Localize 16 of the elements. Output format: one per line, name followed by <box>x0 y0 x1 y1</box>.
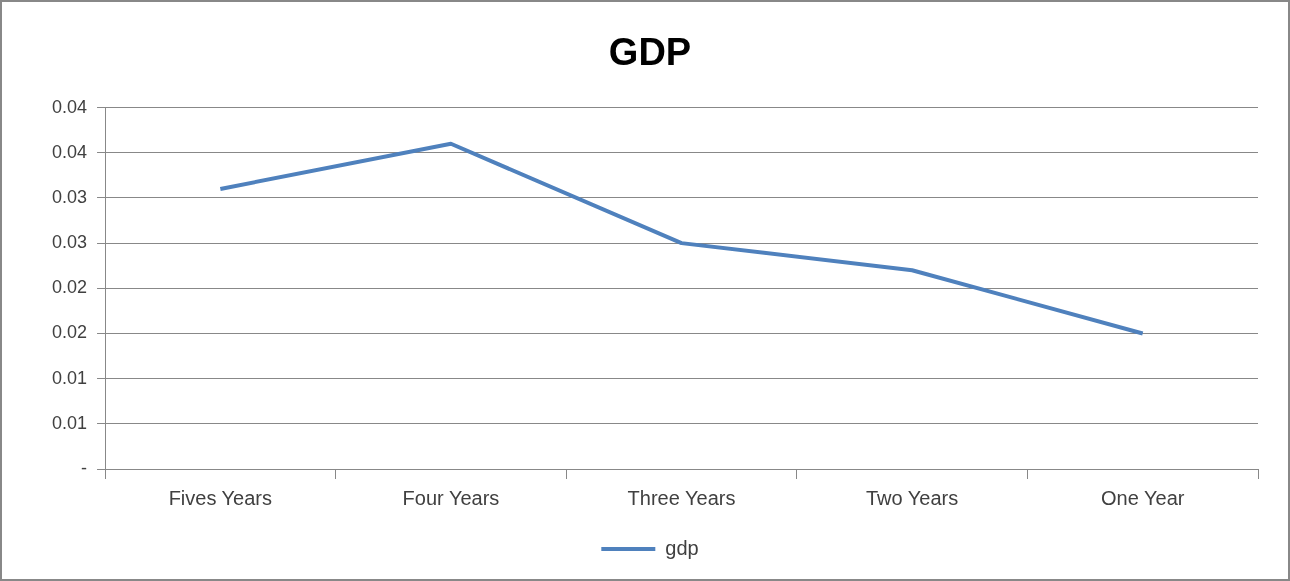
y-tick-label: 0.04 <box>51 141 88 162</box>
legend-label: gdp <box>665 536 699 559</box>
y-tick-label: 0.02 <box>51 322 88 343</box>
y-tick-label: 0.02 <box>51 277 88 298</box>
y-tick-label: - <box>81 457 88 478</box>
x-tick-label: One Year <box>1100 486 1185 509</box>
x-tick-label: Fives Years <box>168 486 273 509</box>
y-tick-label: 0.01 <box>51 367 88 388</box>
y-tick-label: 0.03 <box>51 232 88 253</box>
y-tick-label: 0.03 <box>51 186 88 207</box>
x-tick-label: Three Years <box>627 486 736 509</box>
x-tick-label: Four Years <box>402 486 500 509</box>
chart-title: GDP <box>608 31 692 74</box>
y-tick-label: 0.01 <box>51 412 88 433</box>
y-tick-label: 0.04 <box>51 96 88 117</box>
x-tick-label: Two Years <box>865 486 959 509</box>
